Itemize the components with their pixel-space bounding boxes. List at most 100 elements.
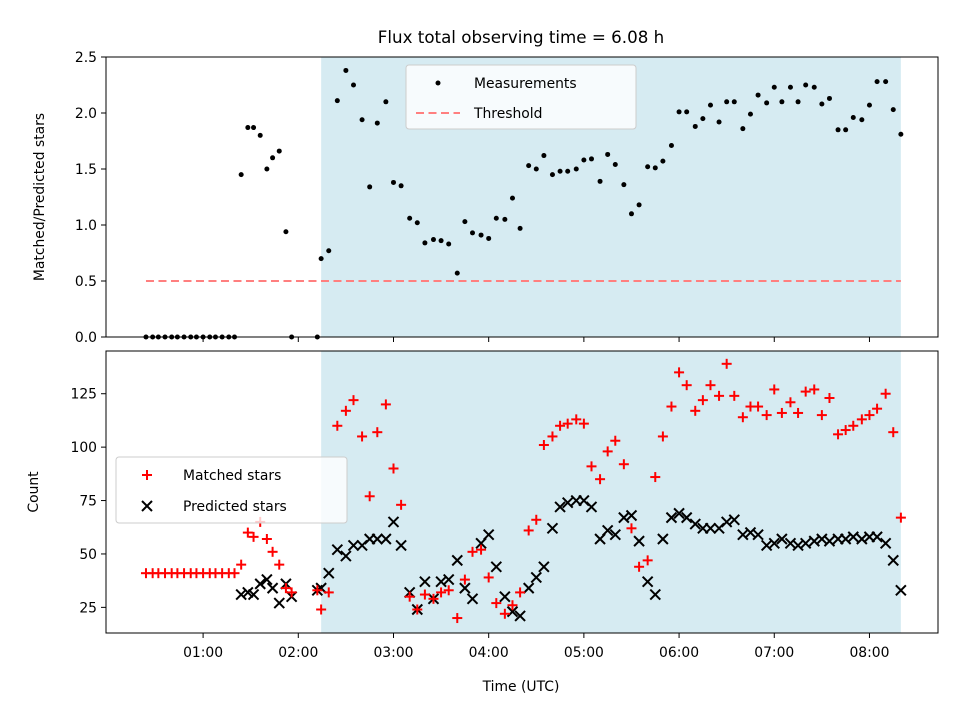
- measurement-point: [724, 99, 730, 105]
- predicted-star-point: [506, 605, 519, 618]
- measurement-point: [486, 235, 492, 241]
- matched-star-point: [888, 427, 899, 438]
- predicted-star-point: [546, 522, 559, 535]
- measurement-point: [866, 102, 872, 108]
- measurement-point: [668, 142, 674, 148]
- matched-star-point: [372, 427, 383, 438]
- predicted-stars-points: [235, 494, 907, 622]
- measurement-point: [597, 178, 603, 184]
- matched-star-point: [729, 390, 740, 401]
- predicted-star-point: [561, 496, 574, 509]
- counts-legend: Matched stars Predicted stars: [115, 456, 348, 524]
- matched-star-point: [776, 407, 787, 418]
- matched-star-point: [555, 420, 566, 431]
- predicted-star-point: [490, 561, 503, 573]
- y-tick-label: 2.0: [75, 106, 97, 122]
- matched-star-point: [242, 527, 253, 538]
- predicted-star-point: [459, 582, 471, 594]
- counts-y-ticks: 25 50 75 100 125: [70, 387, 106, 616]
- matched-star-point: [626, 523, 637, 534]
- x-tick-label: 03:00: [373, 645, 413, 661]
- matched-star-point: [452, 613, 463, 624]
- predicted-star-point: [673, 507, 685, 520]
- predicted-star-point: [895, 584, 907, 596]
- measurement-point: [771, 84, 777, 90]
- measurement-point: [883, 79, 889, 85]
- measurement-point: [692, 123, 698, 129]
- ratio-legend-box: [405, 64, 637, 130]
- matched-star-point: [785, 397, 796, 408]
- matched-star-point: [261, 534, 272, 544]
- ratio-panel: 0.0 0.5 1.0 1.5 2.0 2.5 Matched/Predicted sta…: [32, 50, 939, 346]
- legend-measurements-label: Measurements: [474, 76, 577, 92]
- measurement-point: [493, 215, 499, 221]
- measurement-point: [700, 116, 706, 122]
- y-tick-label: 0.0: [75, 330, 97, 346]
- matched-star-point: [642, 555, 653, 566]
- predicted-star-point: [823, 535, 836, 547]
- predicted-star-point: [254, 578, 266, 590]
- matched-star-point: [459, 574, 470, 585]
- measurement-point: [755, 92, 761, 98]
- matched-star-point: [267, 546, 278, 557]
- matched-star-point: [816, 410, 827, 421]
- predicted-star-point: [261, 573, 273, 586]
- matched-star-point: [428, 593, 439, 604]
- measurement-point: [684, 109, 690, 115]
- measurement-point: [557, 168, 563, 174]
- measurement-point: [446, 241, 452, 247]
- legend-plus-glyph: [142, 470, 152, 480]
- legend-predicted-marker: [141, 500, 153, 512]
- measurement-point: [422, 240, 428, 246]
- ratio-legend: Measurements Threshold: [405, 64, 637, 130]
- measurement-point: [890, 107, 896, 113]
- figure-title: Flux total observing time = 6.08 h: [378, 27, 664, 47]
- measurement-point: [747, 111, 753, 117]
- matched-star-point: [419, 589, 430, 600]
- y-tick-label: 100: [70, 440, 97, 456]
- ratio-x-ticks: [202, 337, 870, 342]
- predicted-star-point: [752, 529, 764, 541]
- measurement-point: [731, 99, 737, 105]
- measurement-point: [621, 182, 627, 188]
- measurement-point: [438, 238, 444, 244]
- predicted-star-point: [680, 511, 693, 524]
- measurement-point: [803, 82, 809, 88]
- counts-plot-frame: [105, 350, 939, 634]
- matched-star-point: [602, 446, 613, 457]
- measurement-point: [398, 183, 404, 189]
- matched-star-point: [674, 367, 685, 378]
- matched-star-point: [681, 380, 692, 391]
- predicted-star-point: [235, 588, 247, 601]
- predicted-star-point: [768, 537, 780, 549]
- matched-star-point: [312, 585, 323, 596]
- measurement-point: [334, 98, 340, 104]
- matched-star-point: [412, 604, 423, 615]
- measurement-point: [251, 125, 257, 131]
- y-tick-label: 0.5: [75, 274, 97, 290]
- measurement-point: [383, 99, 389, 105]
- measurement-point: [367, 184, 373, 190]
- y-tick-label: 75: [79, 494, 97, 510]
- counts-observing-window: [321, 351, 901, 633]
- matched-star-point: [332, 420, 343, 431]
- matched-star-point: [610, 435, 621, 446]
- predicted-star-point: [419, 576, 431, 588]
- legend-predicted-label: Predicted stars: [183, 499, 287, 515]
- x-tick-label: 04:00: [469, 645, 509, 661]
- measurement-point: [257, 132, 263, 138]
- measurement-point: [343, 67, 349, 73]
- measurement-point: [283, 229, 289, 235]
- counts-y-axis-label: Count: [26, 471, 42, 513]
- predicted-star-point: [442, 573, 455, 586]
- matched-star-point: [340, 405, 351, 416]
- x-tick-label: 06:00: [659, 645, 699, 661]
- matched-star-point: [650, 472, 661, 483]
- measurement-point: [270, 155, 276, 161]
- measurement-point: [502, 216, 508, 222]
- measurement-point: [318, 256, 324, 262]
- matched-star-point: [476, 544, 487, 555]
- matched-star-point: [229, 568, 240, 579]
- measurement-point: [565, 168, 571, 174]
- matched-star-point: [705, 380, 716, 391]
